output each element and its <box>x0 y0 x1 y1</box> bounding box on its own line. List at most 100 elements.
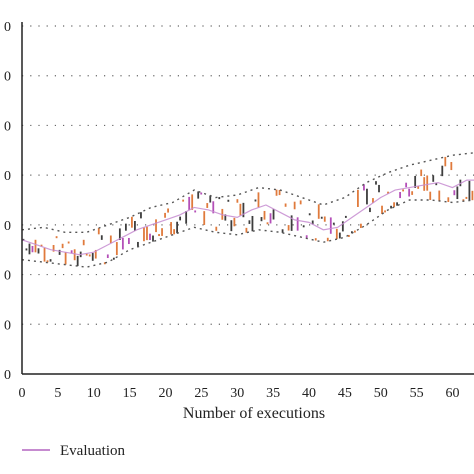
series-bar <box>161 228 163 236</box>
series-bar <box>67 241 70 244</box>
series-bar <box>212 201 215 214</box>
series-bar <box>179 216 182 221</box>
series-bar <box>417 186 420 189</box>
series-lines <box>21 179 474 256</box>
y-tick-label: 0 <box>4 119 11 134</box>
series-bar <box>197 191 200 199</box>
series-bar <box>432 175 435 182</box>
series-bar <box>112 257 115 260</box>
series-bar <box>302 225 305 228</box>
series-bar <box>465 196 468 199</box>
series-bars <box>22 156 474 267</box>
series-bar <box>191 194 194 210</box>
series-bar <box>347 234 350 237</box>
x-tick-label: 55 <box>410 386 424 401</box>
series-bar <box>58 249 61 255</box>
series-bar <box>230 220 233 232</box>
series-bar <box>158 234 160 237</box>
series-bar <box>131 216 133 228</box>
series-bar <box>444 156 447 167</box>
lower-envelope-line <box>21 199 474 268</box>
series-bar <box>429 191 432 200</box>
series-bar <box>194 210 197 213</box>
envelope-lines <box>21 152 474 268</box>
series-bar <box>91 253 94 261</box>
series-bar <box>182 199 185 202</box>
series-bar <box>100 235 103 240</box>
series-bar <box>335 228 338 240</box>
series-bar <box>128 237 130 245</box>
series-bar <box>320 216 323 219</box>
series-bar <box>118 228 121 240</box>
series-bar <box>278 189 281 196</box>
series-bar <box>215 226 218 231</box>
series-bar <box>381 205 383 215</box>
series-bar <box>317 204 320 219</box>
series-bar <box>344 215 347 218</box>
series-bar <box>378 184 380 193</box>
series-bar <box>173 229 176 235</box>
series-bar <box>97 228 100 235</box>
series-bar <box>357 189 359 207</box>
series-bar <box>263 210 266 220</box>
y-tick-label: 0 <box>4 368 11 383</box>
series-bar <box>70 250 73 254</box>
x-tick-label: 35 <box>266 386 280 401</box>
series-bar <box>405 182 408 188</box>
series-bar <box>257 192 260 208</box>
series-bar <box>239 203 242 216</box>
y-axis-tick-labels: 0 0 0 0 0 0 0 0 <box>4 20 11 383</box>
series-bar <box>203 211 206 225</box>
series-bar <box>37 248 40 254</box>
series-bar <box>281 229 284 233</box>
series-bar <box>46 260 49 263</box>
series-bar <box>393 202 395 208</box>
series-bar <box>450 162 453 171</box>
y-tick-label: 0 <box>4 20 11 35</box>
series-bar <box>387 191 389 194</box>
series-bar <box>390 205 392 209</box>
series-bar <box>363 184 365 191</box>
series-bar <box>152 235 154 242</box>
series-bar <box>323 216 326 222</box>
series-bar <box>266 222 269 225</box>
series-bar <box>420 169 423 177</box>
series-bar <box>61 243 64 249</box>
series-bar <box>149 233 151 241</box>
series-bar <box>275 189 278 196</box>
series-bar <box>206 203 209 208</box>
series-bar <box>73 249 76 261</box>
series-bar <box>188 196 191 211</box>
series-bar <box>88 254 91 257</box>
series-bar <box>176 221 179 234</box>
y-tick-label: 0 <box>4 318 11 333</box>
series-bar <box>224 214 227 221</box>
x-tick-label: 15 <box>123 386 137 401</box>
series-line-evaluation <box>21 179 474 256</box>
series-bar <box>384 210 386 213</box>
series-bar <box>94 249 97 259</box>
y-tick-label: 0 <box>4 219 11 234</box>
series-bar <box>408 188 411 197</box>
series-bar <box>326 237 329 242</box>
series-bar <box>236 199 239 203</box>
series-bar <box>423 177 426 191</box>
legend: Evaluation <box>22 443 125 459</box>
series-bar <box>426 175 429 191</box>
series-bar <box>76 255 79 267</box>
series-bar <box>366 188 368 205</box>
series-bar <box>369 207 371 213</box>
series-bar <box>305 235 308 239</box>
series-bar <box>311 220 314 225</box>
series-bar <box>185 211 188 224</box>
x-tick-label: 45 <box>338 386 352 401</box>
series-bar <box>140 212 142 219</box>
series-bar <box>399 192 402 199</box>
series-bar <box>296 217 299 231</box>
series-bar <box>43 247 46 262</box>
x-tick-label: 10 <box>87 386 101 401</box>
series-bar <box>28 243 31 255</box>
y-tick-label: 0 <box>4 70 11 85</box>
series-bar <box>85 253 88 256</box>
